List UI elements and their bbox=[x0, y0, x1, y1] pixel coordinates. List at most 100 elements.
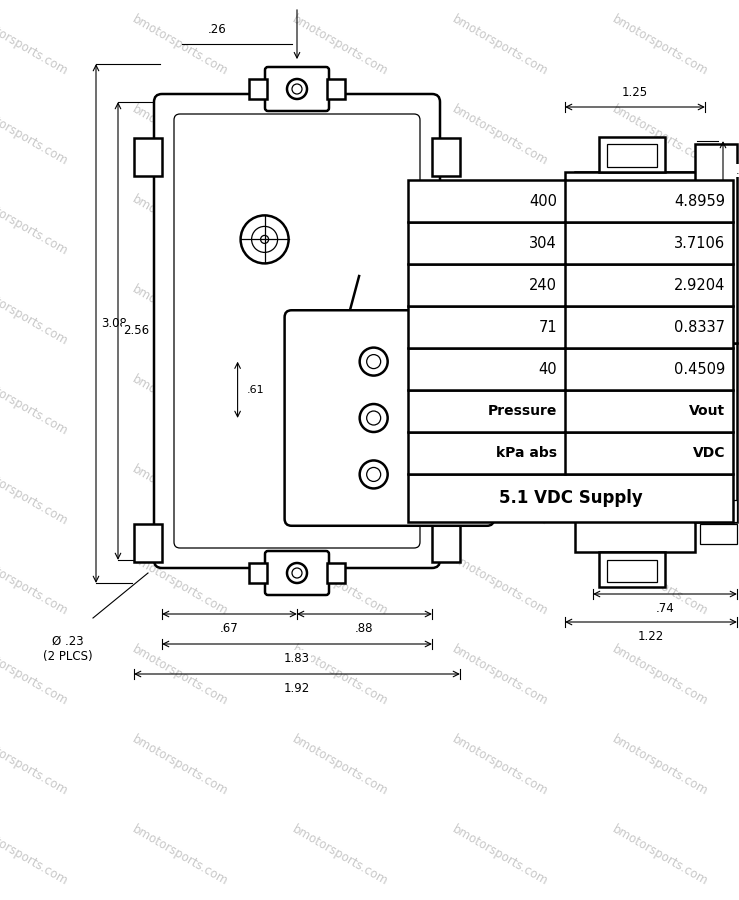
Bar bbox=[607, 560, 657, 582]
Circle shape bbox=[261, 236, 268, 243]
Text: 1.22: 1.22 bbox=[638, 629, 664, 643]
Text: bmotorsports.com: bmotorsports.com bbox=[450, 643, 551, 707]
Text: bmotorsports.com: bmotorsports.com bbox=[130, 553, 231, 617]
Text: Pressure: Pressure bbox=[488, 404, 557, 418]
Text: bmotorsports.com: bmotorsports.com bbox=[130, 283, 231, 347]
Text: 400: 400 bbox=[529, 194, 557, 209]
Text: bmotorsports.com: bmotorsports.com bbox=[290, 823, 390, 887]
Text: bmotorsports.com: bmotorsports.com bbox=[130, 463, 231, 527]
Circle shape bbox=[360, 461, 388, 489]
Text: bmotorsports.com: bmotorsports.com bbox=[450, 13, 551, 77]
Text: 5.1 VDC Supply: 5.1 VDC Supply bbox=[499, 489, 642, 507]
Text: .67: .67 bbox=[220, 622, 239, 634]
Text: bmotorsports.com: bmotorsports.com bbox=[450, 103, 551, 167]
Text: bmotorsports.com: bmotorsports.com bbox=[290, 283, 390, 347]
Text: bmotorsports.com: bmotorsports.com bbox=[450, 193, 551, 257]
Text: Vout: Vout bbox=[689, 404, 725, 418]
FancyBboxPatch shape bbox=[285, 310, 494, 526]
Text: bmotorsports.com: bmotorsports.com bbox=[610, 193, 710, 257]
Text: bmotorsports.com: bmotorsports.com bbox=[610, 283, 710, 347]
Text: 304: 304 bbox=[529, 236, 557, 250]
Text: bmotorsports.com: bmotorsports.com bbox=[0, 193, 70, 257]
Text: bmotorsports.com: bmotorsports.com bbox=[0, 103, 70, 167]
Text: 40: 40 bbox=[539, 362, 557, 376]
Text: A: A bbox=[580, 390, 588, 402]
Text: bmotorsports.com: bmotorsports.com bbox=[290, 193, 390, 257]
Bar bbox=[483, 412, 499, 424]
Text: bmotorsports.com: bmotorsports.com bbox=[290, 643, 390, 707]
Text: 1.92: 1.92 bbox=[284, 681, 310, 695]
Text: A)  GROUND: A) GROUND bbox=[433, 379, 506, 392]
Text: bmotorsports.com: bmotorsports.com bbox=[130, 13, 231, 77]
Bar bbox=[408, 474, 733, 522]
Text: bmotorsports.com: bmotorsports.com bbox=[610, 823, 710, 887]
Text: bmotorsports.com: bmotorsports.com bbox=[130, 823, 231, 887]
Text: C: C bbox=[580, 313, 589, 327]
Bar bbox=[249, 79, 267, 99]
Text: bmotorsports.com: bmotorsports.com bbox=[0, 733, 70, 797]
Text: C)  SUPPLY: C) SUPPLY bbox=[433, 419, 495, 432]
Circle shape bbox=[367, 411, 381, 425]
Text: bmotorsports.com: bmotorsports.com bbox=[0, 823, 70, 887]
Bar bbox=[408, 348, 733, 390]
Circle shape bbox=[292, 84, 302, 94]
FancyBboxPatch shape bbox=[174, 114, 420, 548]
Text: bmotorsports.com: bmotorsports.com bbox=[0, 373, 70, 437]
FancyBboxPatch shape bbox=[265, 551, 329, 595]
Bar bbox=[327, 79, 345, 99]
Bar bbox=[695, 343, 737, 522]
Circle shape bbox=[367, 355, 381, 369]
Bar bbox=[599, 552, 665, 587]
Text: .71: .71 bbox=[736, 166, 739, 176]
Bar bbox=[575, 172, 695, 552]
Text: 2.9204: 2.9204 bbox=[674, 277, 725, 292]
Text: bmotorsports.com: bmotorsports.com bbox=[290, 103, 390, 167]
Text: 3.7106: 3.7106 bbox=[674, 236, 725, 250]
Bar bbox=[700, 524, 737, 544]
Text: 0.4509: 0.4509 bbox=[674, 362, 725, 376]
Bar bbox=[249, 563, 267, 583]
Text: bmotorsports.com: bmotorsports.com bbox=[610, 733, 710, 797]
Circle shape bbox=[287, 563, 307, 583]
Bar bbox=[432, 524, 460, 562]
Circle shape bbox=[287, 79, 307, 99]
Text: bmotorsports.com: bmotorsports.com bbox=[610, 553, 710, 617]
Text: .88: .88 bbox=[355, 622, 374, 634]
FancyBboxPatch shape bbox=[154, 94, 440, 568]
Text: 240: 240 bbox=[529, 277, 557, 292]
Text: TERMINALS:: TERMINALS: bbox=[425, 357, 496, 370]
Text: bmotorsports.com: bmotorsports.com bbox=[610, 643, 710, 707]
Text: bmotorsports.com: bmotorsports.com bbox=[130, 643, 231, 707]
Text: bmotorsports.com: bmotorsports.com bbox=[450, 733, 551, 797]
Text: bmotorsports.com: bmotorsports.com bbox=[290, 13, 390, 77]
Text: bmotorsports.com: bmotorsports.com bbox=[0, 283, 70, 347]
Text: bmotorsports.com: bmotorsports.com bbox=[450, 823, 551, 887]
Bar bbox=[327, 563, 345, 583]
Text: 1.25: 1.25 bbox=[622, 86, 648, 100]
Text: bmotorsports.com: bmotorsports.com bbox=[450, 373, 551, 437]
Text: 2.56: 2.56 bbox=[123, 325, 149, 338]
Bar bbox=[408, 264, 733, 306]
FancyBboxPatch shape bbox=[541, 380, 579, 450]
Text: bmotorsports.com: bmotorsports.com bbox=[450, 463, 551, 527]
Bar bbox=[599, 137, 665, 172]
Circle shape bbox=[292, 568, 302, 578]
Text: bmotorsports.com: bmotorsports.com bbox=[290, 373, 390, 437]
Text: bmotorsports.com: bmotorsports.com bbox=[130, 193, 231, 257]
Bar bbox=[408, 222, 733, 264]
Text: VDC: VDC bbox=[692, 446, 725, 460]
Bar bbox=[408, 390, 733, 432]
Text: kPa abs: kPa abs bbox=[496, 446, 557, 460]
Text: bmotorsports.com: bmotorsports.com bbox=[130, 103, 231, 167]
Text: bmotorsports.com: bmotorsports.com bbox=[610, 373, 710, 437]
Text: bmotorsports.com: bmotorsports.com bbox=[0, 553, 70, 617]
Circle shape bbox=[251, 227, 278, 252]
Bar bbox=[408, 432, 733, 474]
Text: bmotorsports.com: bmotorsports.com bbox=[130, 733, 231, 797]
Text: 4.8959: 4.8959 bbox=[674, 194, 725, 209]
Text: 3.08: 3.08 bbox=[101, 317, 127, 330]
Text: bmotorsports.com: bmotorsports.com bbox=[610, 13, 710, 77]
Text: bmotorsports.com: bmotorsports.com bbox=[0, 463, 70, 527]
Bar bbox=[134, 138, 162, 176]
Text: bmotorsports.com: bmotorsports.com bbox=[290, 553, 390, 617]
